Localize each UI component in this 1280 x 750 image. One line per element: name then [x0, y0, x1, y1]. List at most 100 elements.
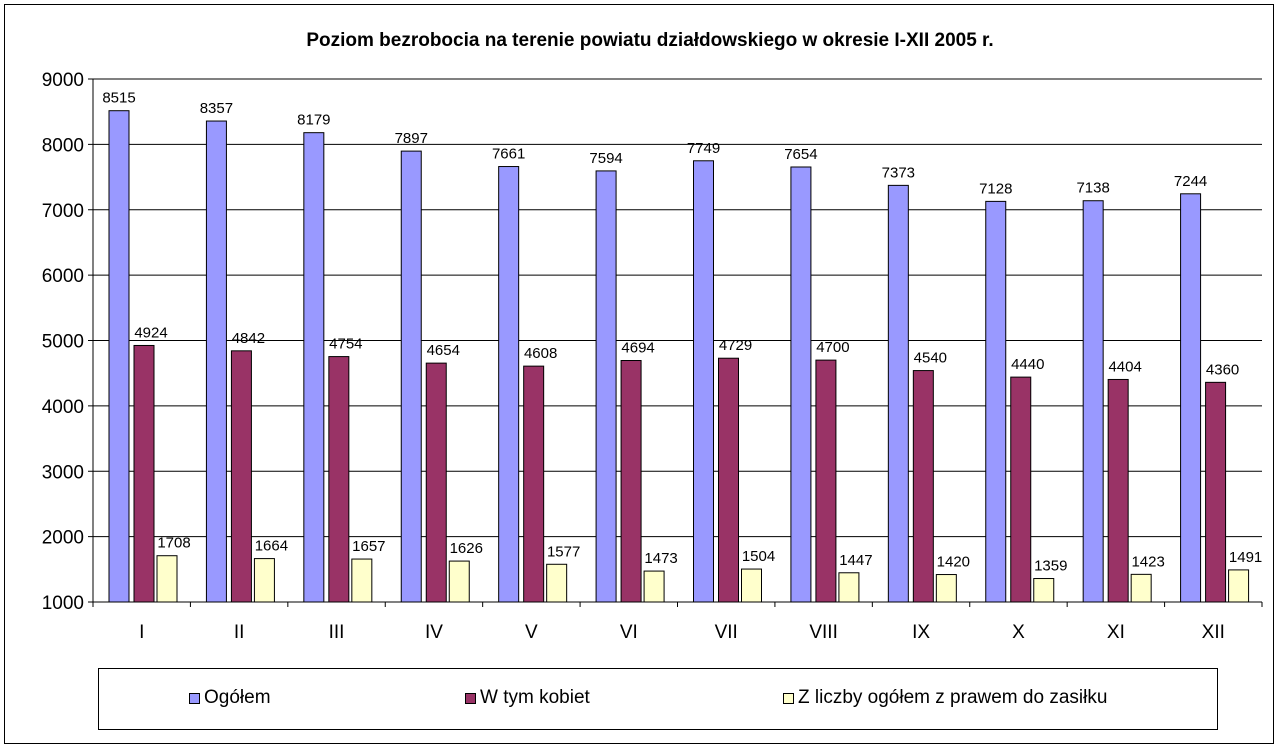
data-label: 4654	[427, 342, 460, 359]
y-tick-label: 9000	[42, 70, 84, 91]
data-label: 1626	[450, 540, 483, 557]
x-tick-label: VIII	[809, 622, 838, 643]
bar	[1180, 193, 1202, 603]
data-label: 1423	[1131, 553, 1164, 570]
x-tick-label: IV	[425, 622, 443, 643]
bar	[935, 574, 957, 603]
bar	[108, 110, 130, 603]
data-label: 4729	[719, 337, 752, 354]
x-tick-label: XI	[1107, 622, 1125, 643]
x-tick-label: XII	[1202, 622, 1225, 643]
bar	[400, 150, 422, 603]
data-label: 4700	[816, 339, 849, 356]
bar	[1010, 376, 1032, 603]
data-label: 1447	[839, 552, 872, 569]
bar	[1107, 378, 1129, 603]
x-tick-label: III	[329, 622, 345, 643]
bar	[253, 558, 275, 603]
bar	[498, 166, 520, 603]
y-tick-label: 8000	[42, 135, 84, 156]
x-tick-label: IX	[912, 622, 930, 643]
bar	[887, 184, 909, 603]
bar	[693, 160, 714, 603]
bar	[1082, 200, 1104, 603]
data-label: 1708	[157, 535, 190, 552]
legend-label-kobiet: W tym kobiet	[480, 687, 590, 708]
data-label: 7897	[395, 130, 428, 147]
x-tick-label: X	[1012, 622, 1025, 643]
data-label: 4842	[232, 330, 265, 347]
data-label: 7654	[784, 146, 817, 163]
legend-label-ogolem: Ogółem	[204, 687, 271, 708]
legend-item-zasilek: Z liczby ogółem z prawem do zasiłku	[783, 687, 1107, 709]
data-label: 7594	[589, 150, 622, 167]
bar	[133, 344, 155, 603]
bar	[156, 555, 178, 603]
legend-item-ogolem: Ogółem	[189, 687, 271, 709]
data-label: 1491	[1229, 549, 1262, 566]
bar	[1205, 381, 1227, 603]
data-label: 7373	[882, 164, 915, 181]
legend-swatch-kobiet	[465, 692, 476, 704]
bar	[790, 166, 812, 603]
data-label: 4440	[1011, 356, 1044, 373]
bar	[1130, 573, 1152, 603]
data-label: 1420	[937, 554, 970, 571]
legend: Ogółem W tym kobiet Z liczby ogółem z pr…	[98, 668, 1218, 730]
chart-title: Poziom bezrobocia na terenie powiatu dzi…	[306, 30, 993, 51]
bar	[741, 568, 762, 603]
bar	[643, 570, 665, 603]
legend-item-kobiet: W tym kobiet	[465, 687, 590, 709]
gridlines	[93, 78, 1262, 538]
data-label: 4608	[524, 345, 557, 362]
data-label: 7128	[979, 180, 1012, 197]
bar	[205, 120, 227, 603]
data-labels: 8515 4924 1708 8357 4842 1664 8179 4754 1657 7897…	[102, 90, 1262, 575]
bar	[425, 362, 447, 603]
data-label: 1664	[255, 538, 288, 555]
data-label: 1504	[742, 548, 775, 565]
bar	[523, 365, 545, 603]
data-label: 4924	[134, 324, 167, 341]
data-label: 7244	[1174, 173, 1207, 190]
y-tick-label: 4000	[42, 397, 84, 418]
y-tick-label: 7000	[42, 201, 84, 222]
bar	[546, 563, 568, 603]
bar	[1033, 578, 1055, 603]
legend-swatch-ogolem	[189, 692, 200, 704]
bar	[303, 132, 325, 603]
data-label: 1359	[1034, 558, 1067, 575]
legend-swatch-zasilek	[783, 692, 794, 704]
bar	[1228, 569, 1250, 603]
y-tick-label: 5000	[42, 332, 84, 353]
data-label: 4404	[1108, 358, 1141, 375]
bar	[620, 360, 642, 603]
data-label: 7749	[687, 140, 720, 157]
bar	[815, 359, 837, 603]
data-label: 1657	[352, 538, 385, 555]
data-label: 1473	[644, 550, 677, 567]
x-tick-label: V	[525, 622, 538, 643]
bar	[985, 200, 1007, 603]
x-tick-label: I	[139, 622, 144, 643]
data-label: 4360	[1206, 361, 1239, 378]
data-label: 8357	[200, 100, 233, 117]
bar	[328, 356, 350, 603]
data-label: 7661	[492, 146, 525, 163]
x-tick-label: VII	[715, 622, 738, 643]
x-tick-label: VI	[620, 622, 638, 643]
bar	[912, 370, 934, 603]
y-tick-label: 2000	[42, 528, 84, 549]
data-label: 4540	[914, 350, 947, 367]
data-label: 4694	[621, 340, 654, 357]
x-tick-label: II	[234, 622, 245, 643]
y-tick-label: 6000	[42, 266, 84, 287]
bar	[448, 560, 470, 603]
bar	[718, 357, 739, 603]
bar	[595, 170, 617, 603]
data-label: 7138	[1076, 180, 1109, 197]
bar	[838, 572, 860, 603]
bars	[108, 110, 1250, 603]
